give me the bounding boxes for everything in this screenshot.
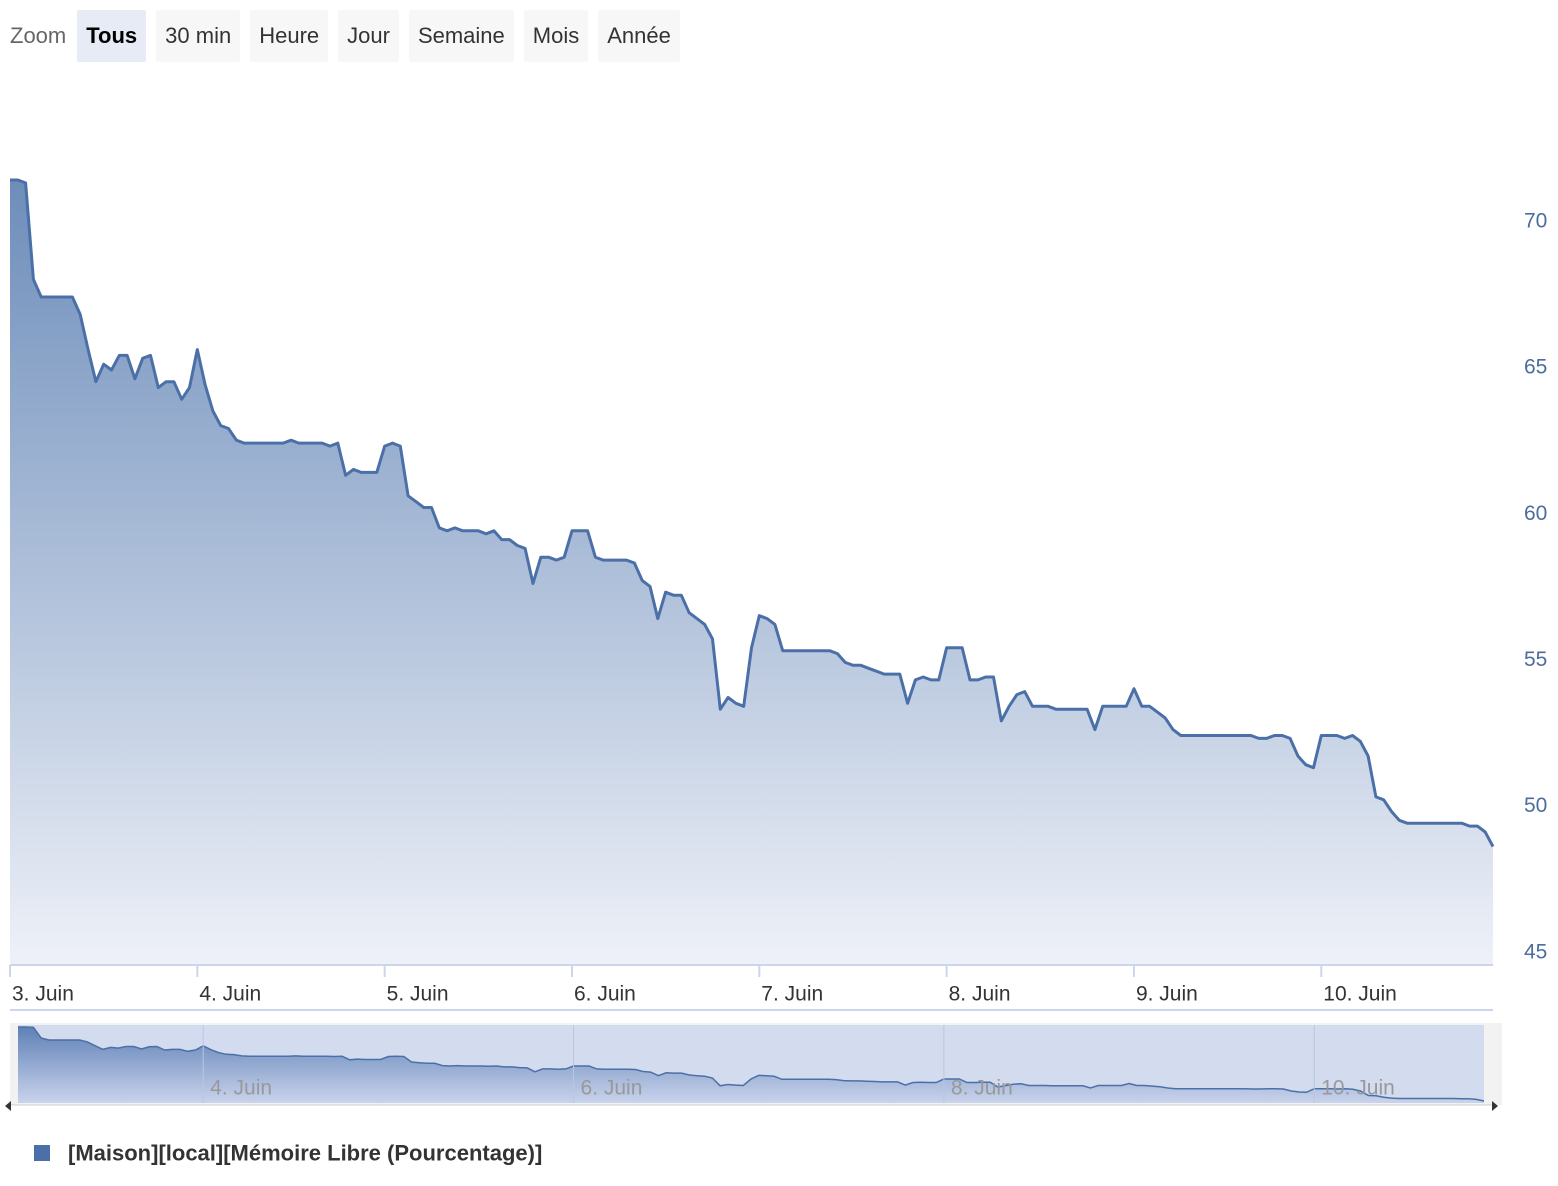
line — [10, 178, 1495, 848]
y-tick-label: 70 — [1524, 209, 1547, 232]
zoom-button[interactable]: Heure — [250, 10, 329, 62]
area-fill — [10, 180, 1493, 965]
zoom-button[interactable]: Année — [598, 10, 680, 62]
navigator-area — [18, 1027, 1484, 1103]
zoom-button[interactable]: Mois — [523, 10, 589, 62]
zoom-button[interactable]: Semaine — [408, 10, 514, 62]
x-tick-label: 4. Juin — [199, 983, 261, 1006]
navigator-line — [18, 1026, 1485, 1102]
navigator-tick-label: 4. Juin — [210, 1077, 272, 1100]
zoom-button[interactable]: Tous — [77, 10, 147, 62]
navigator-tick-label: 6. Juin — [581, 1077, 643, 1100]
navigator-tick-label: 8. Juin — [951, 1077, 1013, 1100]
y-tick-label: 55 — [1524, 648, 1547, 671]
zoom-button[interactable]: Jour — [338, 10, 399, 62]
navigator-tick-label: 10. Juin — [1321, 1077, 1395, 1100]
y-tick-label: 65 — [1524, 356, 1547, 379]
y-tick-label: 50 — [1524, 794, 1547, 817]
x-tick-label: 6. Juin — [574, 983, 636, 1006]
zoom-button[interactable]: 30 min — [156, 10, 241, 62]
zoom-label: Zoom — [10, 23, 67, 48]
x-tick-label: 3. Juin — [12, 983, 74, 1006]
x-tick-label: 9. Juin — [1136, 983, 1198, 1006]
range-selector: Zoom Tous 30 min Heure Jour Semaine Mois Année — [10, 10, 680, 62]
legend-symbol — [34, 1145, 50, 1161]
x-tick-label: 5. Juin — [387, 983, 449, 1006]
scroll-arrow-right — [1492, 1101, 1498, 1111]
x-tick-label: 10. Juin — [1323, 983, 1397, 1006]
x-tick-label: 8. Juin — [949, 983, 1011, 1006]
x-tick-label: 7. Juin — [761, 983, 823, 1006]
y-tick-label: 45 — [1524, 940, 1547, 963]
y-tick-label: 60 — [1524, 502, 1547, 525]
legend-label: [Maison][local][Mémoire Libre (Pourcenta… — [68, 1141, 542, 1166]
scroll-arrow-left — [5, 1101, 11, 1111]
